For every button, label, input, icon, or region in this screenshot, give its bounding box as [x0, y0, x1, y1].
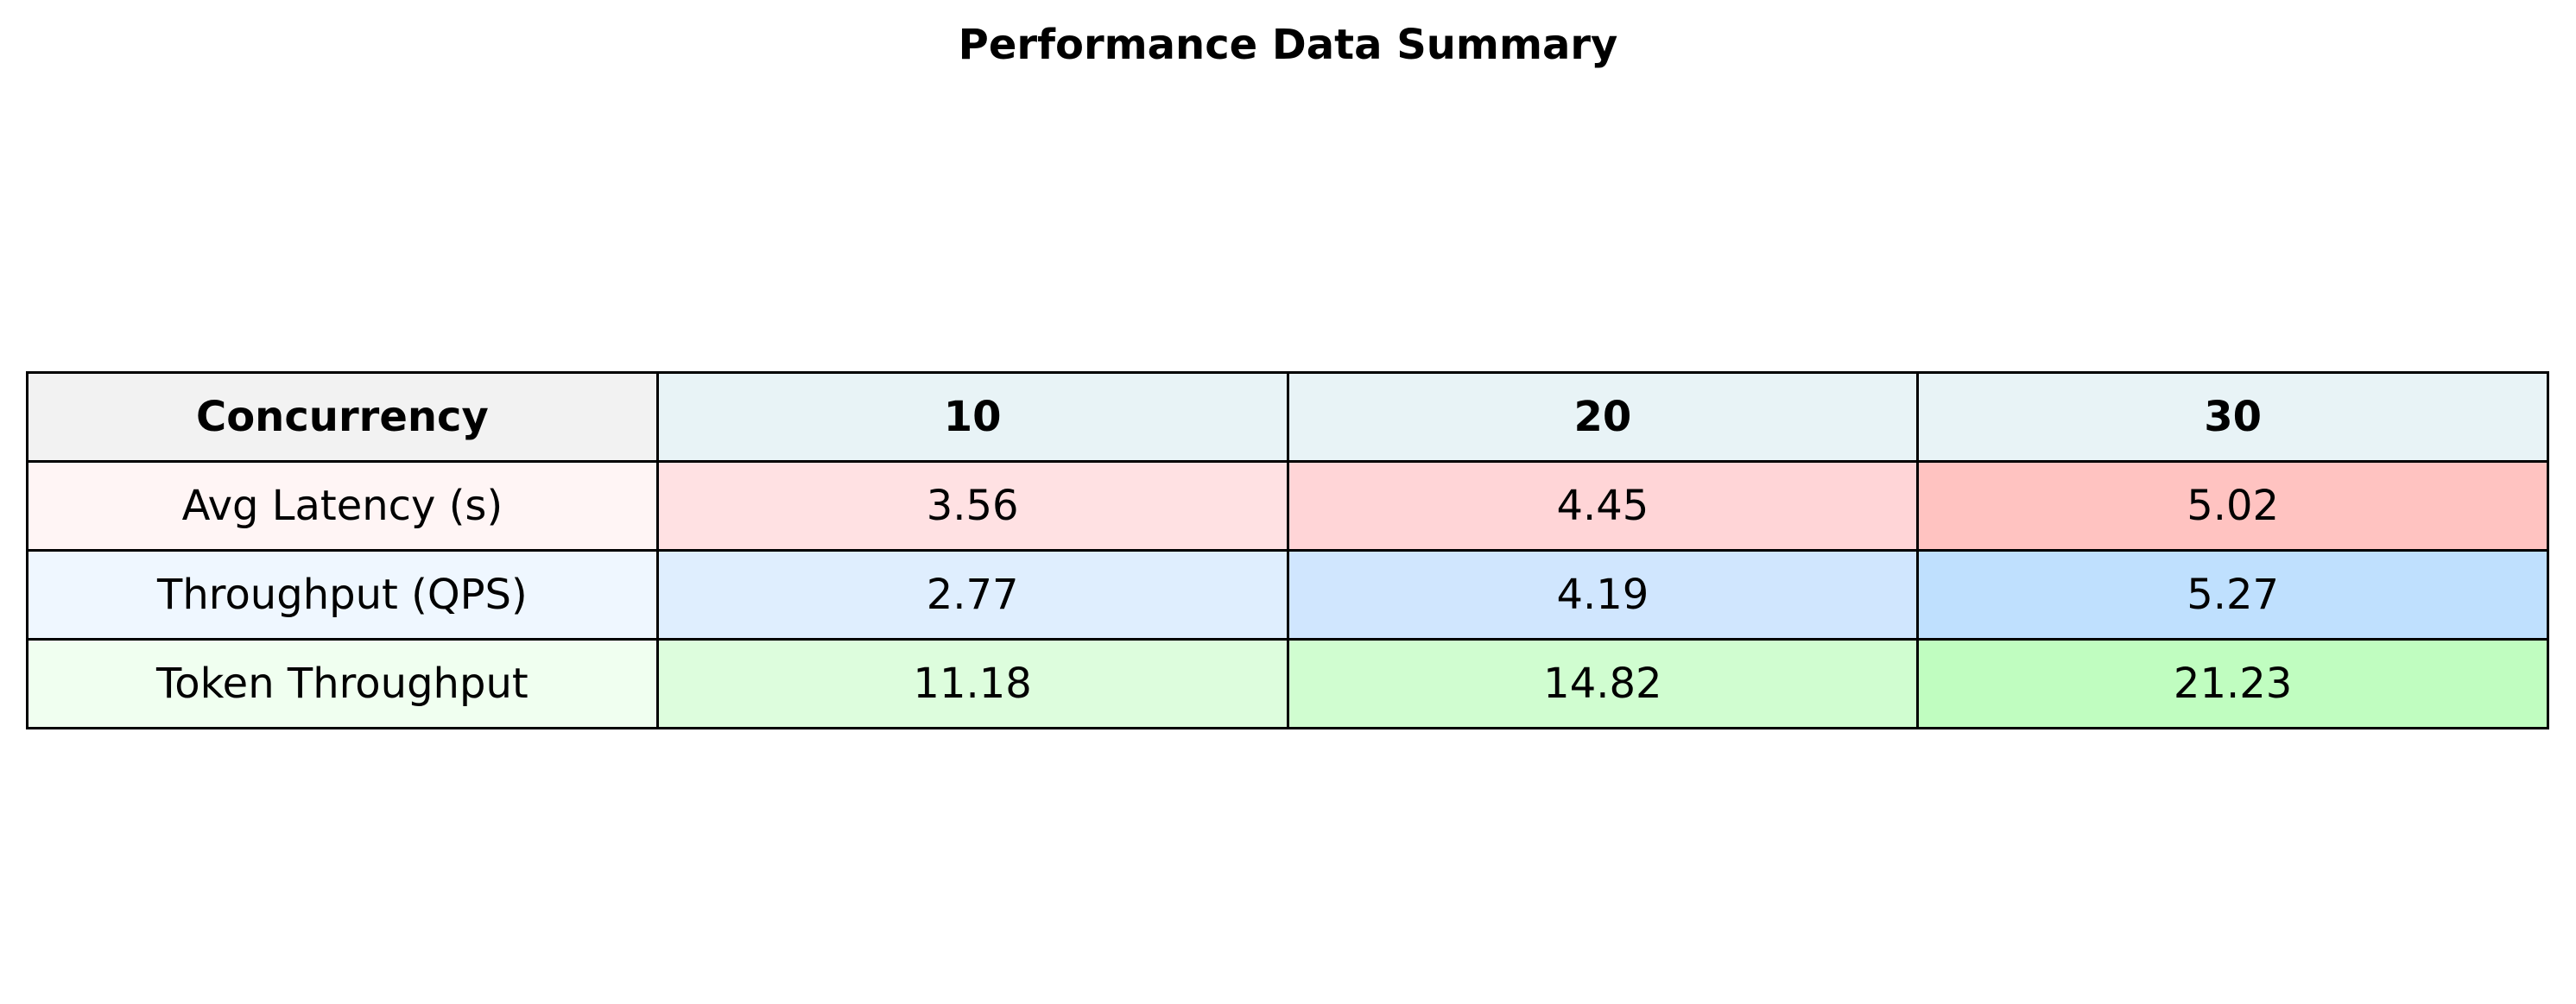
header-cell: 20 [1286, 371, 1920, 463]
table-header: Concurrency 10 20 30 [26, 371, 2549, 463]
table-cell: 21.23 [1916, 638, 2549, 729]
row-label: Token Throughput [26, 638, 659, 729]
table-cell: 3.56 [655, 460, 1289, 552]
table-cell: 11.18 [655, 638, 1289, 729]
table-cell: 2.77 [655, 549, 1289, 641]
header-cell: Concurrency [26, 371, 659, 463]
table-cell: 14.82 [1286, 638, 1920, 729]
header-cell: 10 [655, 371, 1289, 463]
table-row: Throughput (QPS) 2.77 4.19 5.27 [26, 549, 2549, 641]
table-cell: 4.45 [1286, 460, 1920, 552]
title: Performance Data Summary [958, 21, 1618, 69]
header-cell: 30 [1916, 371, 2549, 463]
header-row: Concurrency 10 20 30 [26, 371, 2549, 463]
table-cell: 4.19 [1286, 549, 1920, 641]
table-cell: 5.02 [1916, 460, 2549, 552]
row-label: Throughput (QPS) [26, 549, 659, 641]
table-row: Token Throughput 11.18 14.82 21.23 [26, 638, 2549, 729]
table-row: Avg Latency (s) 3.56 4.45 5.02 [26, 460, 2549, 552]
table-body: Avg Latency (s) 3.56 4.45 5.02 Throughput (Q… [26, 460, 2549, 729]
data-table: Concurrency 10 20 30 Avg Latency (s) 3.56… [26, 371, 2549, 729]
row-label: Avg Latency (s) [26, 460, 659, 552]
table-cell: 5.27 [1916, 549, 2549, 641]
